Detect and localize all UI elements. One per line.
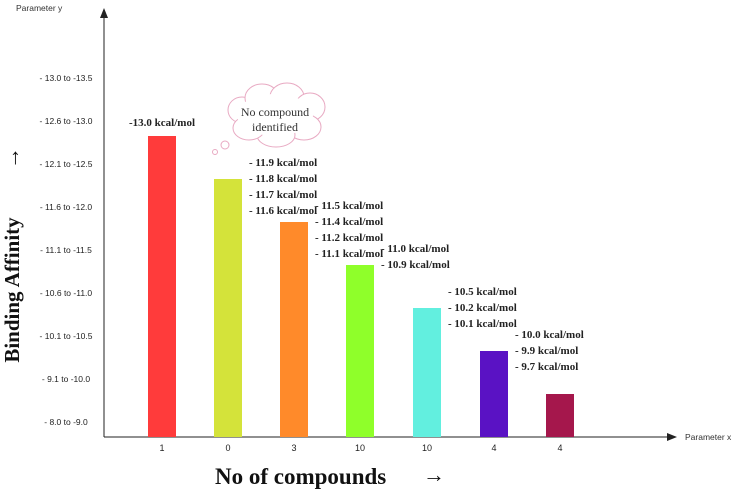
x-tick-label: 4 xyxy=(491,443,496,453)
bar xyxy=(480,351,508,437)
y-tick-label: - 10.1 to -10.5 xyxy=(40,331,93,341)
y-axis-name: Parameter y xyxy=(16,3,63,13)
x-axis-title-arrow: → xyxy=(423,462,445,487)
x-tick-label: 1 xyxy=(159,443,164,453)
bar xyxy=(148,136,176,437)
callout-line-2: identified xyxy=(252,120,298,134)
bar-data-label: - 9.7 kcal/mol xyxy=(515,361,578,373)
x-tick-label: 4 xyxy=(557,443,562,453)
bar-data-label: - 9.9 kcal/mol xyxy=(515,345,578,357)
bar xyxy=(413,308,441,437)
bar-data-label: -13.0 kcal/mol xyxy=(129,117,195,129)
bar-data-label: - 10.9 kcal/mol xyxy=(381,259,450,271)
bar xyxy=(214,179,242,437)
bar-data-label: - 11.0 kcal/mol xyxy=(381,243,449,255)
bar-data-label: - 11.6 kcal/mol xyxy=(249,205,317,217)
y-tick-label: - 13.0 to -13.5 xyxy=(40,73,93,83)
bar xyxy=(546,394,574,437)
bar xyxy=(346,265,374,437)
x-axis-name: Parameter x xyxy=(685,432,732,442)
y-axis-title-arrow: → xyxy=(0,147,24,169)
bar-data-label: - 11.1 kcal/mol xyxy=(315,248,383,260)
bar-data-label: - 11.7 kcal/mol xyxy=(249,189,317,201)
bar-data-label: - 10.2 kcal/mol xyxy=(448,302,517,314)
y-tick-label: - 12.1 to -12.5 xyxy=(40,159,93,169)
callout-line-1: No compound xyxy=(241,105,309,119)
y-tick-label: - 12.6 to -13.0 xyxy=(40,116,93,126)
x-tick-label: 10 xyxy=(355,443,365,453)
bar-data-label: - 11.8 kcal/mol xyxy=(249,173,317,185)
y-tick-label: - 10.6 to -11.0 xyxy=(40,288,93,298)
y-tick-label: - 8.0 to -9.0 xyxy=(44,417,88,427)
y-axis-title: Binding Affinity xyxy=(0,217,24,363)
x-tick-label: 3 xyxy=(291,443,296,453)
y-tick-label: - 11.6 to -12.0 xyxy=(40,202,93,212)
bar-data-label: - 10.0 kcal/mol xyxy=(515,329,584,341)
y-tick-labels: - 8.0 to -9.0 - 9.1 to -10.0 - 10.1 to -10… xyxy=(40,73,93,427)
bar-data-label: - 11.9 kcal/mol xyxy=(249,157,317,169)
y-axis-arrowhead xyxy=(100,8,108,18)
bar-data-label: - 11.4 kcal/mol xyxy=(315,216,383,228)
cloud-callout: No compound identified xyxy=(212,82,326,155)
bar-data-label: - 11.2 kcal/mol xyxy=(315,232,383,244)
y-tick-label: - 9.1 to -10.0 xyxy=(42,374,90,384)
bar-data-label: - 11.5 kcal/mol xyxy=(315,200,383,212)
bars xyxy=(148,136,574,437)
cloud-shape xyxy=(212,82,326,155)
x-tick-labels: 1 0 3 10 10 4 4 xyxy=(159,443,562,453)
axes: Parameter y Parameter x xyxy=(16,3,732,442)
y-axis-title-group: Binding Affinity → xyxy=(0,147,24,363)
x-tick-label: 10 xyxy=(422,443,432,453)
bar-data-label: - 10.5 kcal/mol xyxy=(448,286,517,298)
x-axis-arrowhead xyxy=(667,433,677,441)
y-tick-label: - 11.1 to -11.5 xyxy=(40,245,92,255)
bar-data-label: - 10.1 kcal/mol xyxy=(448,318,517,330)
bar-data-labels: -13.0 kcal/mol - 11.9 kcal/mol - 11.8 kcal… xyxy=(129,117,584,373)
x-axis-title: No of compounds xyxy=(215,464,386,489)
bar xyxy=(280,222,308,437)
x-tick-label: 0 xyxy=(225,443,230,453)
